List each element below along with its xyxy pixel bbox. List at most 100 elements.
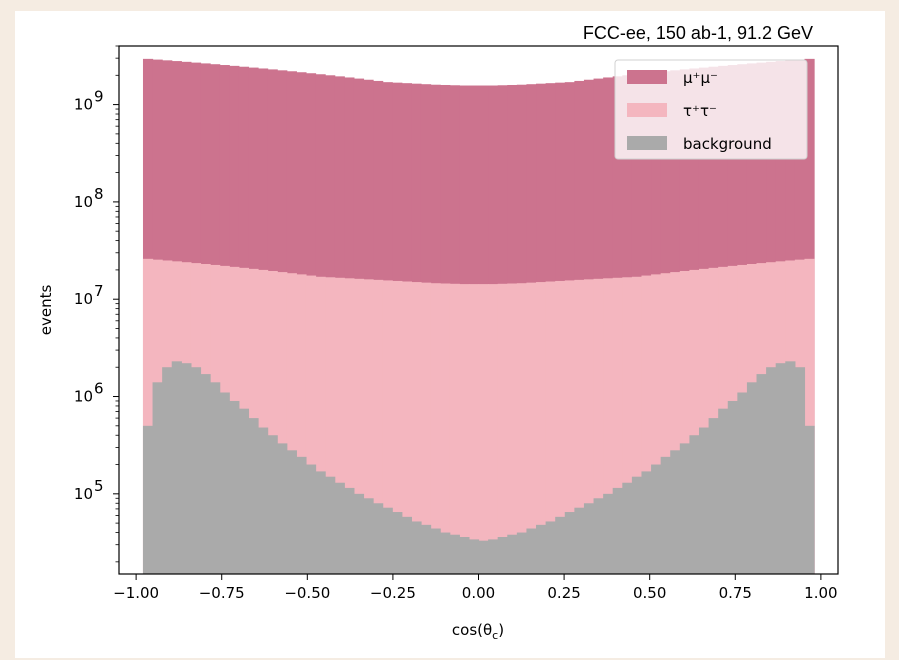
bar-background <box>708 418 719 574</box>
bar-background <box>526 528 537 574</box>
bar-tautau <box>344 278 355 574</box>
bar-tautau <box>516 283 528 574</box>
bar-background <box>305 464 317 574</box>
bar-tautau <box>478 284 489 574</box>
bar-tautau <box>334 277 345 574</box>
bar-background <box>766 367 777 574</box>
bar-background <box>353 493 365 574</box>
y-tick-label: 10 <box>74 485 93 503</box>
bar-background <box>794 367 806 574</box>
bar-background <box>296 456 307 574</box>
x-tick-label: −0.25 <box>370 584 416 602</box>
bar-tautau <box>622 277 633 574</box>
bar-background <box>488 539 499 574</box>
bar-background <box>660 456 671 574</box>
legend: μ⁺μ⁻ τ⁺τ⁻ background <box>614 59 808 160</box>
bar-background <box>603 493 614 574</box>
bar-tautau <box>440 283 451 574</box>
y-tick-label: 10 <box>74 96 93 114</box>
bar-background <box>555 516 566 574</box>
bar-background <box>507 534 518 574</box>
bar-tautau <box>507 283 518 574</box>
x-tick-label: 0.00 <box>462 584 495 602</box>
bar-background <box>411 521 422 574</box>
bar-tautau <box>392 280 403 574</box>
bar-background <box>286 450 297 574</box>
bar-tautau <box>689 269 700 574</box>
bar-tautau <box>459 284 470 574</box>
bar-tautau <box>373 279 384 574</box>
bar-background <box>267 435 278 574</box>
annotation-text: FCC-ee, 150 ab-1, 91.2 GeV <box>583 23 813 43</box>
bar-background <box>536 524 547 574</box>
bar-tautau <box>545 281 556 574</box>
legend-swatch-background <box>627 136 667 150</box>
legend-label-tautau: τ⁺τ⁻ <box>683 102 717 120</box>
bar-background <box>698 427 710 574</box>
bar-background <box>258 427 269 574</box>
x-tick-label: −0.50 <box>284 584 330 602</box>
bar-tautau <box>574 279 585 574</box>
bar-tautau <box>804 258 815 574</box>
x-tick-label: 1.00 <box>804 584 837 602</box>
y-tick-exponent: 7 <box>94 282 104 300</box>
bar-background <box>440 532 451 574</box>
bar-background <box>478 540 489 574</box>
bar-background <box>775 363 786 574</box>
bar-tautau <box>679 270 691 574</box>
x-tick-label: 0.50 <box>633 584 666 602</box>
bar-background <box>325 476 336 574</box>
bar-tautau <box>363 279 374 574</box>
legend-label-mumu: μ⁺μ⁻ <box>683 69 718 87</box>
bar-background <box>162 367 173 574</box>
plot-frame <box>118 45 839 575</box>
bar-background <box>785 361 796 574</box>
bar-background <box>574 507 585 574</box>
bar-background <box>459 537 470 574</box>
y-tick-label: 10 <box>74 290 93 308</box>
bar-background <box>401 516 412 574</box>
bar-background <box>641 471 652 574</box>
bar-tautau <box>420 282 432 574</box>
bar-background <box>593 498 604 574</box>
bar-tautau <box>267 270 278 574</box>
bar-background <box>468 539 480 574</box>
bar-background <box>804 425 815 574</box>
x-tick-label: 0.75 <box>719 584 752 602</box>
bar-background <box>497 537 508 574</box>
bar-background <box>670 450 681 574</box>
bar-background <box>334 482 345 574</box>
bar-background <box>516 532 528 574</box>
bar-background <box>363 498 374 574</box>
x-axis-label: cos(θc) <box>452 621 504 642</box>
bar-tautau <box>286 273 297 574</box>
bar-background <box>142 425 154 574</box>
bar-background <box>200 374 211 574</box>
bar-tautau <box>536 282 547 574</box>
bar-tautau <box>670 272 681 574</box>
y-axis-label: events <box>37 285 55 336</box>
bar-tautau <box>631 276 643 574</box>
bar-background <box>344 487 355 574</box>
y-tick-label: 10 <box>74 193 93 211</box>
bar-tautau <box>296 274 307 574</box>
bar-tautau <box>468 284 480 574</box>
legend-box <box>614 59 808 160</box>
bar-background <box>171 361 182 574</box>
bar-background <box>631 476 643 574</box>
y-tick-exponent: 8 <box>94 185 104 203</box>
x-tick-label: −1.00 <box>113 584 159 602</box>
bar-tautau <box>277 272 288 574</box>
bar-tautau <box>258 269 269 574</box>
y-tick-label: 10 <box>74 388 93 406</box>
bar-background <box>756 374 767 574</box>
bar-tautau <box>142 258 154 574</box>
x-axis-label-sub: c <box>492 629 498 642</box>
bar-background <box>152 382 163 574</box>
bar-background <box>392 512 403 574</box>
bar-tautau <box>411 282 422 574</box>
bar-background <box>737 392 748 574</box>
bar-tautau <box>449 283 460 574</box>
bar-background <box>679 443 691 574</box>
bars-layer <box>142 58 815 575</box>
